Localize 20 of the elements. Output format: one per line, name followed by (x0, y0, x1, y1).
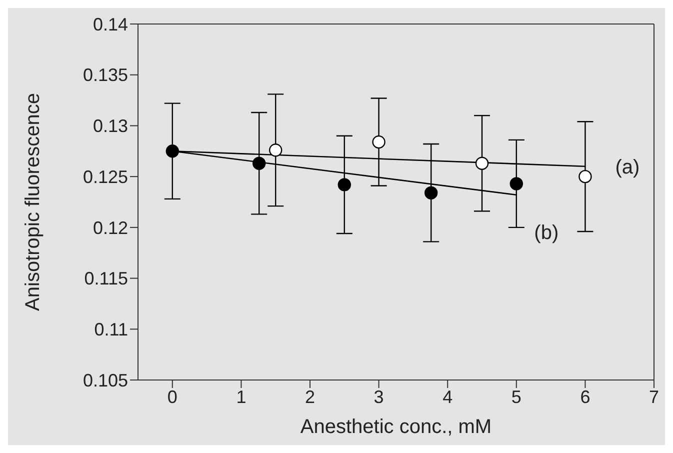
x-tick-label: 4 (442, 386, 453, 407)
y-tick-label: 0.11 (94, 320, 128, 340)
y-tick-label: 0.105 (82, 370, 128, 390)
x-tick-label: 1 (236, 386, 246, 407)
y-tick-label: 0.125 (82, 166, 128, 187)
y-tick-label: 0.14 (92, 14, 128, 34)
x-tick-label: 0 (167, 386, 178, 407)
x-tick-label: 6 (580, 386, 590, 407)
x-tick-label: 2 (304, 386, 316, 407)
y-tick-label: 0.12 (92, 218, 128, 238)
y-axis-title: Anisotropic fluorescence (22, 93, 44, 311)
annotation: (b) (534, 222, 559, 244)
x-tick-label: 5 (511, 386, 522, 407)
x-axis-title: Anesthetic conc., mM (300, 416, 492, 438)
x-tick-label: 7 (648, 386, 660, 407)
x-tick-label: 3 (374, 386, 384, 407)
y-tick-label: 0.115 (84, 268, 128, 289)
annotation: (a) (615, 156, 640, 178)
y-tick-label: 0.135 (82, 65, 128, 86)
y-tick-label: 0.13 (92, 116, 128, 136)
